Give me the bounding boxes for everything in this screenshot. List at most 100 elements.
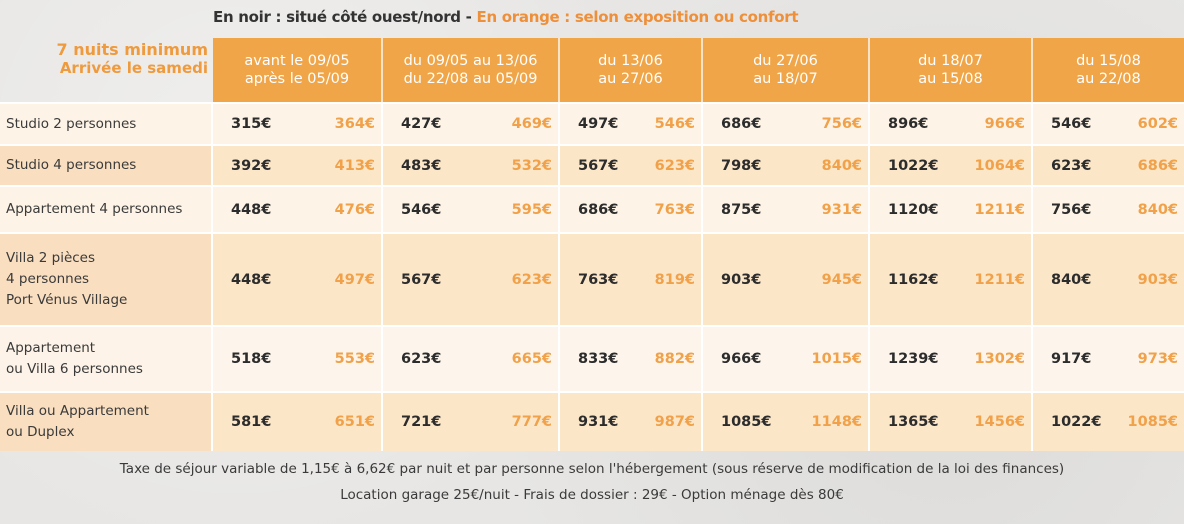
price-exposure-comfort: 903€	[1137, 271, 1178, 288]
price-exposure-comfort: 931€	[821, 201, 862, 218]
price-west-north: 903€	[721, 271, 762, 288]
price-west-north: 798€	[721, 157, 762, 174]
price-cell: 546€ 602€	[1033, 102, 1184, 144]
price-exposure-comfort: 665€	[511, 351, 552, 367]
price-exposure-comfort: 476€	[334, 201, 375, 218]
price-exposure-comfort: 1456€	[974, 414, 1025, 430]
price-west-north: 931€	[578, 414, 619, 430]
price-table: avant le 09/05 après le 05/09 du 09/05 au…	[0, 38, 1184, 451]
price-cell: 483€ 532€	[383, 144, 560, 185]
table-row: Appartement ou Villa 6 personnes 518€ 553€ 6…	[0, 325, 1184, 391]
column-header: du 18/07 au 15/08	[870, 38, 1033, 102]
price-exposure-comfort: 1148€	[811, 414, 862, 430]
price-cell: 1120€ 1211€	[870, 185, 1033, 232]
price-west-north: 518€	[231, 351, 272, 367]
price-west-north: 833€	[578, 351, 619, 367]
price-exposure-comfort: 945€	[821, 271, 862, 288]
price-cell: 546€ 595€	[383, 185, 560, 232]
price-exposure-comfort: 623€	[511, 271, 552, 288]
price-west-north: 763€	[578, 271, 619, 288]
accommodation-type: Appartement ou Villa 6 personnes	[0, 325, 213, 391]
accommodation-type: Villa 2 pièces 4 personnes Port Vénus Vill…	[0, 232, 213, 325]
price-cell: 448€ 476€	[213, 185, 383, 232]
price-cell: 833€ 882€	[560, 325, 703, 391]
price-west-north: 1022€	[888, 157, 939, 174]
price-west-north: 896€	[888, 116, 929, 132]
accommodation-type: Studio 2 personnes	[0, 102, 213, 144]
price-cell: 581€ 651€	[213, 391, 383, 451]
price-west-north: 1162€	[888, 271, 939, 288]
price-west-north: 581€	[231, 414, 272, 430]
price-west-north: 427€	[401, 116, 442, 132]
price-west-north: 1120€	[888, 201, 939, 218]
price-exposure-comfort: 763€	[654, 201, 695, 218]
price-cell: 448€ 497€	[213, 232, 383, 325]
price-west-north: 756€	[1051, 201, 1092, 218]
table-row: Studio 2 personnes 315€ 364€ 427€ 469€ 497€ 54…	[0, 102, 1184, 144]
price-cell: 840€ 903€	[1033, 232, 1184, 325]
price-cell: 1162€ 1211€	[870, 232, 1033, 325]
price-west-north: 546€	[401, 201, 442, 218]
price-exposure-comfort: 1085€	[1127, 414, 1178, 430]
price-exposure-comfort: 413€	[334, 157, 375, 174]
accommodation-type: Villa ou Appartement ou Duplex	[0, 391, 213, 451]
price-cell: 875€ 931€	[703, 185, 870, 232]
price-cell: 427€ 469€	[383, 102, 560, 144]
price-cell: 1022€ 1085€	[1033, 391, 1184, 451]
table-row: Appartement 4 personnes 448€ 476€ 546€ 595€ 6…	[0, 185, 1184, 232]
price-exposure-comfort: 651€	[334, 414, 375, 430]
price-west-north: 840€	[1051, 271, 1092, 288]
price-cell: 567€ 623€	[560, 144, 703, 185]
legend-orange-text: En orange : selon exposition ou confort	[476, 8, 799, 26]
price-exposure-comfort: 1211€	[974, 271, 1025, 288]
price-exposure-comfort: 756€	[821, 116, 862, 132]
legend-black-text: En noir : situé côté ouest/nord -	[213, 8, 477, 26]
price-exposure-comfort: 819€	[654, 271, 695, 288]
price-cell: 1085€ 1148€	[703, 391, 870, 451]
price-exposure-comfort: 1302€	[974, 351, 1025, 367]
price-legend: En noir : situé côté ouest/nord - En ora…	[213, 8, 799, 26]
min-nights-text: 7 nuits minimum	[56, 40, 208, 59]
price-cell: 1022€ 1064€	[870, 144, 1033, 185]
price-exposure-comfort: 840€	[821, 157, 862, 174]
price-west-north: 483€	[401, 157, 442, 174]
tourist-tax-note: Taxe de séjour variable de 1,15€ à 6,62€…	[119, 461, 1065, 477]
price-cell: 1365€ 1456€	[870, 391, 1033, 451]
price-exposure-comfort: 973€	[1137, 351, 1178, 367]
table-row: Villa 2 pièces 4 personnes Port Vénus Vill…	[0, 232, 1184, 325]
price-cell: 392€ 413€	[213, 144, 383, 185]
price-exposure-comfort: 364€	[334, 116, 375, 132]
column-header: avant le 09/05 après le 05/09	[213, 38, 383, 102]
column-header: du 09/05 au 13/06 du 22/08 au 05/09	[383, 38, 560, 102]
price-west-north: 567€	[578, 157, 619, 174]
price-west-north: 686€	[721, 116, 762, 132]
price-exposure-comfort: 595€	[511, 201, 552, 218]
price-west-north: 315€	[231, 116, 272, 132]
price-exposure-comfort: 840€	[1137, 201, 1178, 218]
price-cell: 623€ 686€	[1033, 144, 1184, 185]
price-west-north: 567€	[401, 271, 442, 288]
price-exposure-comfort: 686€	[1137, 157, 1178, 174]
price-exposure-comfort: 546€	[654, 116, 695, 132]
price-exposure-comfort: 1064€	[974, 157, 1025, 174]
price-exposure-comfort: 777€	[511, 414, 552, 430]
column-header: du 13/06 au 27/06	[560, 38, 703, 102]
price-west-north: 448€	[231, 201, 272, 218]
price-west-north: 1365€	[888, 414, 939, 430]
price-west-north: 1022€	[1051, 414, 1102, 430]
price-exposure-comfort: 497€	[334, 271, 375, 288]
price-exposure-comfort: 553€	[334, 351, 375, 367]
price-cell: 686€ 756€	[703, 102, 870, 144]
price-cell: 721€ 777€	[383, 391, 560, 451]
price-cell: 518€ 553€	[213, 325, 383, 391]
price-cell: 315€ 364€	[213, 102, 383, 144]
price-cell: 756€ 840€	[1033, 185, 1184, 232]
price-west-north: 917€	[1051, 351, 1092, 367]
price-west-north: 1239€	[888, 351, 939, 367]
price-cell: 623€ 665€	[383, 325, 560, 391]
price-exposure-comfort: 623€	[654, 157, 695, 174]
price-exposure-comfort: 987€	[654, 414, 695, 430]
price-west-north: 721€	[401, 414, 442, 430]
price-cell: 798€ 840€	[703, 144, 870, 185]
price-cell: 903€ 945€	[703, 232, 870, 325]
